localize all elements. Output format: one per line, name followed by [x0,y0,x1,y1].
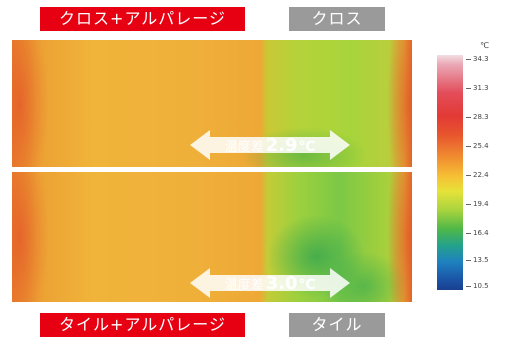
diff-prefix: 温度差 [224,139,264,155]
label-cloth: クロス [289,7,385,31]
temperature-difference-bottom: 温度差 3.0 ℃ [190,268,350,298]
diff-value: 3.0 [265,272,298,294]
scale-tick: 13.5 [466,256,489,264]
diff-unit: ℃ [298,276,316,293]
double-arrow-icon [190,130,350,160]
diff-prefix: 温度差 [224,277,264,293]
label-tile: タイル [289,313,385,337]
temperature-color-scale [437,55,463,290]
label-tile-alpalage: タイル+アルパレージ [40,313,245,337]
scale-tick: 22.4 [466,171,489,179]
diff-unit: ℃ [298,138,316,155]
temperature-difference-top: 温度差 2.9 ℃ [190,130,350,160]
divider [12,167,412,172]
scale-tick: 10.5 [466,282,489,290]
scale-tick: 25.4 [466,142,489,150]
double-arrow-icon [190,268,350,298]
scale-tick: 31.3 [466,84,489,92]
scale-unit: ℃ [480,41,489,50]
scale-tick: 28.3 [466,113,489,121]
diff-value: 2.9 [265,134,298,156]
scale-tick: 19.4 [466,200,489,208]
scale-tick: 16.4 [466,229,489,237]
label-cloth-alpalage: クロス+アルパレージ [40,7,245,31]
scale-tick: 34.3 [466,55,489,63]
